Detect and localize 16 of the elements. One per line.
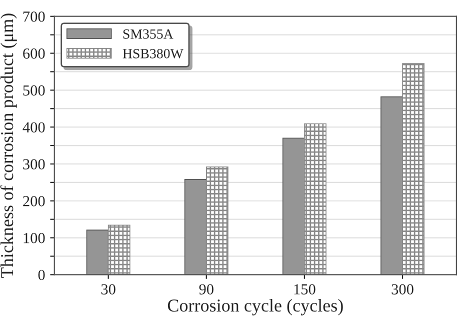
- y-tick-label: 0: [38, 270, 45, 280]
- legend-label: HSB380W: [122, 48, 184, 58]
- y-axis-title: Thickness of corrosion product (μm): [0, 14, 17, 278]
- x-tick-label: 150: [294, 284, 316, 294]
- y-tick-label: 400: [22, 122, 45, 133]
- x-tick-label: 300: [392, 284, 414, 294]
- legend-label: SM355A: [123, 29, 174, 39]
- x-tick-label: 30: [101, 284, 116, 294]
- y-tick-label: 300: [23, 159, 45, 170]
- y-tick-label: 500: [23, 85, 45, 96]
- x-axis-title: Corrosion cycle (cycles): [168, 298, 343, 316]
- y-tick-label: 200: [23, 196, 45, 206]
- y-tick-label: 100: [24, 232, 45, 244]
- x-tick-label: 90: [199, 284, 214, 294]
- y-tick-label: 700: [23, 11, 45, 22]
- y-tick-label: 600: [23, 48, 45, 59]
